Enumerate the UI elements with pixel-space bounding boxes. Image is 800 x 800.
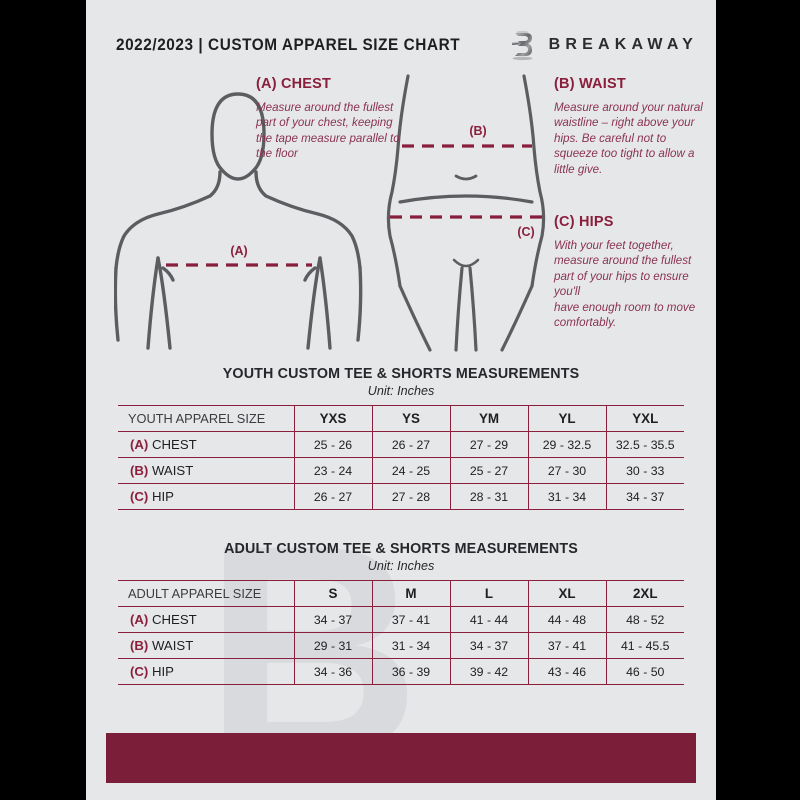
size-header-cell: YL (527, 405, 607, 432)
callout-waist: (B) WAIST Measure around your natural wa… (554, 76, 706, 177)
callout-waist-body: Measure around your natural waistline – … (554, 101, 703, 176)
measurement-value-cell: 34 - 37 (293, 606, 373, 633)
youth-table-unit: Unit: Inches (367, 384, 435, 398)
measurement-value-cell: 29 - 32.5 (527, 431, 607, 458)
measurement-value-cell: 36 - 39 (371, 658, 451, 685)
measurement-tag: (B) (130, 638, 149, 653)
size-header-cell: S (293, 580, 373, 607)
measurement-tag: (C) (130, 489, 149, 504)
callout-waist-heading: (B) WAIST (554, 76, 626, 92)
size-header-cell: YM (449, 405, 529, 432)
measurement-value-cell: 25 - 27 (449, 457, 529, 484)
waist-marker-label: (B) (469, 124, 486, 138)
table-row: (C) HIP 34 - 36 36 - 39 39 - 42 43 - 46 46 - … (118, 658, 684, 685)
footer-bar (106, 733, 696, 783)
hips-marker-label: (C) (517, 225, 534, 239)
size-header-cell: YXL (605, 405, 684, 432)
measurement-tag: (A) (130, 612, 149, 627)
measurement-value-cell: 43 - 46 (527, 658, 607, 685)
measurement-tag: (A) (130, 437, 149, 452)
brand-name: BREAKAWAY (548, 36, 698, 53)
measurement-value-cell: 28 - 31 (449, 483, 529, 510)
size-header-cell: M (371, 580, 451, 607)
brand-lockup: BREAKAWAY (509, 30, 698, 61)
male-torso-outline-icon: (A) (114, 92, 363, 350)
measurement-value-cell: 29 - 31 (293, 632, 373, 659)
measurement-label-cell: (A) CHEST (118, 431, 295, 458)
youth-measurements-section: YOUTH CUSTOM TEE & SHORTS MEASUREMENTS U… (86, 366, 716, 510)
measurement-value-cell: 27 - 30 (527, 457, 607, 484)
adult-size-table: ADULT APPAREL SIZE S M L XL 2XL (A) CHEST 34 - … (118, 580, 684, 685)
table-row: (C) HIP 26 - 27 27 - 28 28 - 31 31 - 34 34 - … (118, 483, 684, 510)
page-header: 2022/2023 | CUSTOM APPAREL SIZE CHART (86, 28, 716, 62)
adult-table-unit: Unit: Inches (367, 559, 435, 573)
size-column-header: ADULT APPAREL SIZE (118, 580, 295, 607)
measurement-value-cell: 48 - 52 (605, 606, 684, 633)
measurement-label-cell: (B) WAIST (118, 457, 295, 484)
table-header-row: YOUTH APPAREL SIZE YXS YS YM YL YXL (118, 405, 684, 432)
size-header-cell: L (449, 580, 529, 607)
chest-marker-label: (A) (230, 244, 247, 258)
callout-hips-body: With your feet together, measure around … (554, 239, 696, 330)
measurement-label-cell: (A) CHEST (118, 606, 295, 633)
measurement-label-cell: (C) HIP (118, 658, 295, 685)
measurement-value-cell: 25 - 26 (293, 431, 373, 458)
size-chart-page: B 2022/2023 | CUSTOM APPAREL SIZE CHART (86, 0, 716, 800)
callout-hips: (C) HIPS With your feet together, measur… (554, 214, 706, 330)
table-row: (B) WAIST 29 - 31 31 - 34 34 - 37 37 - 41 41 … (118, 632, 684, 659)
measurement-value-cell: 27 - 28 (371, 483, 451, 510)
breakaway-b-monogram-icon (509, 30, 536, 61)
callout-hips-heading: (C) HIPS (554, 214, 614, 230)
measurement-value-cell: 46 - 50 (605, 658, 684, 685)
measurement-value-cell: 27 - 29 (449, 431, 529, 458)
callout-chest-body: Measure around the fullest part of your … (256, 101, 400, 161)
measurement-label-cell: (B) WAIST (118, 632, 295, 659)
measurement-value-cell: 32.5 - 35.5 (605, 431, 684, 458)
measurement-value-cell: 44 - 48 (527, 606, 607, 633)
callout-chest: (A) CHEST Measure around the fullest par… (256, 76, 406, 162)
adult-table-title: ADULT CUSTOM TEE & SHORTS MEASUREMENTS (224, 541, 578, 557)
measurement-value-cell: 41 - 44 (449, 606, 529, 633)
table-row: (A) CHEST 25 - 26 26 - 27 27 - 29 29 - 32.5 3… (118, 431, 684, 458)
youth-size-table: YOUTH APPAREL SIZE YXS YS YM YL YXL (A) CHEST 2… (118, 405, 684, 510)
size-header-cell: 2XL (605, 580, 684, 607)
table-header-row: ADULT APPAREL SIZE S M L XL 2XL (118, 580, 684, 607)
measurement-value-cell: 34 - 36 (293, 658, 373, 685)
measurement-value-cell: 23 - 24 (293, 457, 373, 484)
measurement-tag: (B) (130, 463, 149, 478)
table-row: (B) WAIST 23 - 24 24 - 25 25 - 27 27 - 30 30 … (118, 457, 684, 484)
measurement-value-cell: 31 - 34 (527, 483, 607, 510)
table-row: (A) CHEST 34 - 37 37 - 41 41 - 44 44 - 48 48 … (118, 606, 684, 633)
size-header-cell: XL (527, 580, 607, 607)
measurement-value-cell: 34 - 37 (449, 632, 529, 659)
measurement-value-cell: 41 - 45.5 (605, 632, 684, 659)
measurement-label-cell: (C) HIP (118, 483, 295, 510)
measurement-tag: (C) (130, 664, 149, 679)
measurement-value-cell: 26 - 27 (293, 483, 373, 510)
callout-chest-heading: (A) CHEST (256, 76, 332, 92)
measurement-value-cell: 24 - 25 (371, 457, 451, 484)
page-title: 2022/2023 | CUSTOM APPAREL SIZE CHART (116, 35, 461, 54)
measurement-value-cell: 37 - 41 (527, 632, 607, 659)
youth-table-title: YOUTH CUSTOM TEE & SHORTS MEASUREMENTS (222, 366, 580, 382)
male-hips-outline-icon: (B) (C) (386, 74, 546, 352)
measurement-diagram: (A) (B) (C) (A) CHEST Measure around the (86, 64, 716, 359)
measurement-value-cell: 31 - 34 (371, 632, 451, 659)
measurement-value-cell: 30 - 33 (605, 457, 684, 484)
measurement-value-cell: 39 - 42 (449, 658, 529, 685)
measurement-value-cell: 26 - 27 (371, 431, 451, 458)
size-column-header: YOUTH APPAREL SIZE (118, 405, 295, 432)
size-header-cell: YS (371, 405, 451, 432)
size-header-cell: YXS (293, 405, 373, 432)
measurement-value-cell: 34 - 37 (605, 483, 684, 510)
adult-measurements-section: ADULT CUSTOM TEE & SHORTS MEASUREMENTS U… (86, 541, 716, 685)
measurement-value-cell: 37 - 41 (371, 606, 451, 633)
